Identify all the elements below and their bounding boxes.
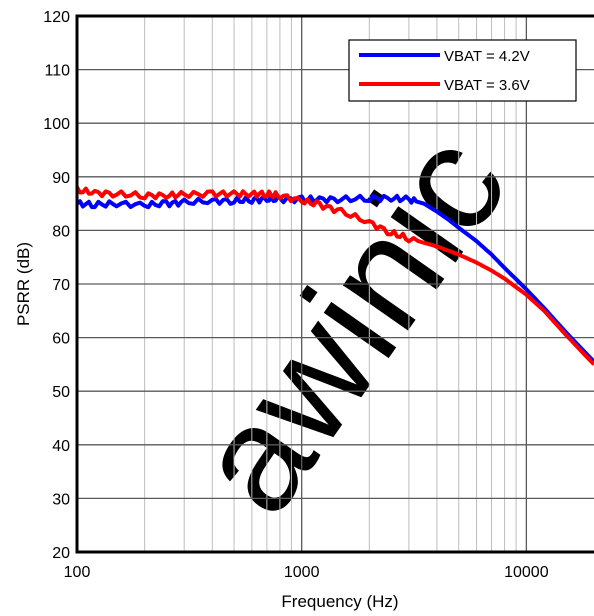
series-line-vbat-4-2v [75,193,594,364]
series-line-vbat-3-6v [75,186,594,366]
y-tick-label: 120 [43,9,70,26]
y-tick-label: 40 [52,438,70,455]
y-tick-label: 70 [52,277,70,294]
y-tick-label: 100 [43,116,70,133]
tick-labels: 20 30 40 50 60 70 80 90 100 110 120 100 1000 10000 [43,9,548,581]
y-tick-label: 20 [52,545,70,562]
watermark-text: awinic [162,104,539,542]
legend-box [348,39,577,102]
series-group [75,186,594,366]
y-tick-label: 60 [52,331,70,348]
x-tick-label: 1000 [284,564,320,581]
legend-label: VBAT = 3.6V [444,77,530,94]
legend: VBAT = 4.2V VBAT = 3.6V [348,39,577,102]
x-tick-label: 100 [64,564,91,581]
y-tick-label: 90 [52,170,70,187]
legend-label: VBAT = 4.2V [444,48,530,65]
x-axis-label: Frequency (Hz) [281,592,398,611]
y-tick-label: 80 [52,223,70,240]
x-tick-label: 10000 [504,564,549,581]
y-tick-label: 110 [44,63,70,80]
y-tick-label: 50 [52,384,70,401]
y-axis-label: PSRR (dB) [14,242,33,326]
grid [77,16,594,552]
y-tick-label: 30 [52,491,70,508]
plot-frame [75,14,594,554]
